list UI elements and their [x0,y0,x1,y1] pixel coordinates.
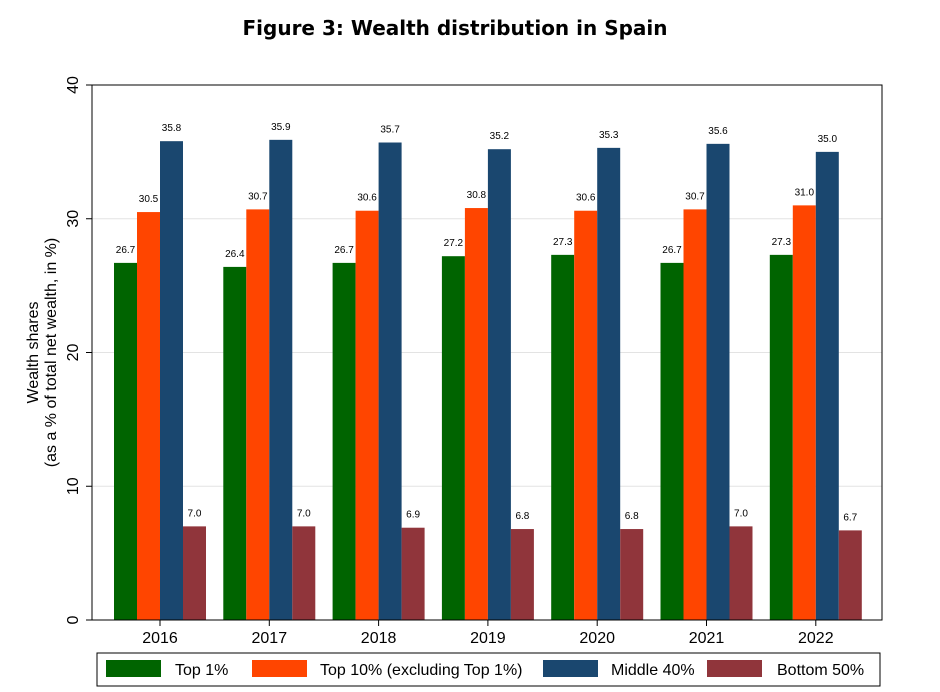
bar [137,212,160,620]
bar [551,254,575,621]
data-label: 6.8 [515,511,529,522]
bar [183,526,206,620]
data-label: 7.0 [297,508,311,519]
data-label: 35.3 [599,130,619,141]
bar [378,142,402,620]
data-label: 7.0 [734,508,748,519]
data-label: 27.3 [772,237,792,248]
data-label: 35.2 [490,131,510,142]
y-tick-label: 20 [65,344,82,362]
bar [223,266,247,620]
legend-label: Middle 40% [611,662,695,679]
bar [401,527,425,620]
bar [464,208,488,621]
bar [838,530,862,620]
data-label: 30.6 [576,193,596,204]
bar [597,147,621,621]
data-label: 31.0 [795,187,815,198]
data-label: 26.7 [662,245,682,256]
data-label: 35.6 [708,126,728,137]
bar [246,209,270,620]
data-label: 26.7 [116,245,136,256]
legend-swatch [252,660,307,677]
bar [706,143,730,620]
legend-swatch [543,660,598,677]
data-label: 6.9 [406,510,420,521]
legend-label: Top 1% [175,662,228,679]
data-label: 30.8 [467,190,487,201]
y-tick-label: 40 [65,76,82,94]
data-label: 35.7 [380,125,400,136]
data-label: 6.8 [625,511,639,522]
legend: Top 1% Top 10% (excluding Top 1%) Middle 4… [96,652,881,687]
data-label: 27.2 [444,238,464,249]
chart-title: Figure 3: Wealth distribution in Spain [242,16,668,40]
legend-label: Bottom 50% [777,662,864,679]
data-label: 26.7 [334,245,354,256]
bar [574,210,598,620]
bar [332,262,356,620]
data-label: 35.8 [162,123,182,134]
data-label: 30.7 [248,191,268,202]
bar [292,526,316,620]
bar [269,139,293,620]
y-tick-label: 30 [65,210,82,228]
legend-swatch [106,660,161,677]
data-label: 26.4 [225,249,245,260]
data-label: 35.0 [818,134,838,145]
bar [510,529,534,620]
bar [792,205,816,620]
data-label: 30.6 [357,193,377,204]
x-tick-label: 2019 [470,630,506,647]
bar [660,262,684,620]
axes: 0 10 20 30 40 Wealth shares (as a % of total n… [25,76,834,647]
data-labels: 26.7 30.5 35.8 7.0 26.4 30.7 35.9 7.0 26.7 30.6 35… [116,122,858,524]
x-tick-label: 2022 [798,630,834,647]
x-tick-label: 2021 [689,630,725,647]
bar [815,151,839,620]
bar [487,149,511,620]
x-tick-label: 2020 [579,630,615,647]
data-label: 27.3 [553,237,573,248]
bar [769,254,793,621]
bar [441,256,465,620]
data-label: 6.7 [843,512,857,523]
x-tick-label: 2018 [361,630,397,647]
bars [114,139,862,621]
y-tick-label: 0 [65,615,82,624]
bar [160,141,183,621]
bar [355,210,379,620]
data-label: 7.0 [188,508,202,519]
y-tick-label: 10 [65,477,82,495]
x-tick-label: 2016 [142,630,178,647]
legend-swatch [707,660,762,677]
data-label: 30.5 [139,194,159,205]
data-label: 35.9 [271,122,291,133]
bar [729,526,753,620]
legend-label: Top 10% (excluding Top 1%) [320,662,523,679]
y-axis-title-line: (as a % of total net wealth, in %) [43,238,60,467]
data-label: 30.7 [685,191,705,202]
y-axis-title-line: Wealth shares [25,302,42,404]
bar [683,209,707,620]
bar [114,262,137,620]
x-tick-label: 2017 [252,630,288,647]
bar [620,529,644,620]
